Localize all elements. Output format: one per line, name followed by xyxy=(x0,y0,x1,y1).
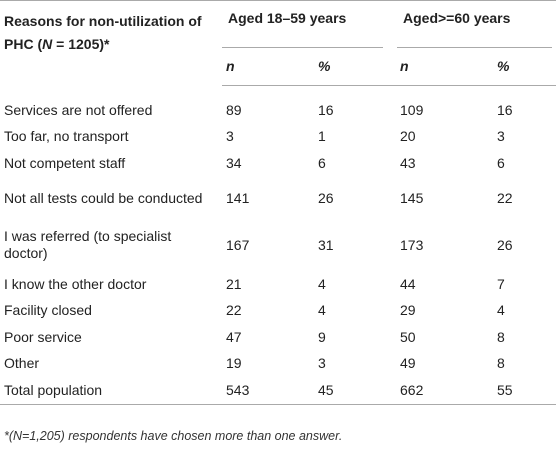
group-label: Aged 18–59 years xyxy=(222,10,383,48)
cell-value: 26 xyxy=(318,189,334,206)
title-text: Reasons for non-utilization of PHC ( xyxy=(4,13,202,52)
title-text: = 1205)* xyxy=(52,36,110,52)
cell-value: 662 xyxy=(400,381,424,398)
cell-value: 20 xyxy=(400,128,416,145)
footnote: *(N=1,205) respondents have chosen more … xyxy=(4,429,343,443)
cell-value: 34 xyxy=(226,154,242,171)
cell-value: 7 xyxy=(497,275,505,292)
cell-value: 89 xyxy=(226,102,242,119)
cell-value: 4 xyxy=(318,275,326,292)
cell-value: 26 xyxy=(497,236,513,253)
table-body: Services are not offered 89 16 109 16 Too far… xyxy=(0,86,556,405)
cell-value: 173 xyxy=(400,236,424,253)
subheader: n xyxy=(222,48,314,86)
row-label: I was referred (to specialist doctor) xyxy=(4,228,172,261)
table-row: Too far, no transport 3 1 20 3 xyxy=(0,124,556,151)
row-label: Not all tests could be conducted xyxy=(4,189,203,206)
cell-value: 3 xyxy=(318,355,326,372)
cell-value: 4 xyxy=(318,302,326,319)
row-label: I know the other doctor xyxy=(4,275,147,292)
table-row: Not competent staff 34 6 43 6 xyxy=(0,150,556,177)
cell-value: 3 xyxy=(497,128,505,145)
table-row: Other 19 3 49 8 xyxy=(0,351,556,378)
row-label: Facility closed xyxy=(4,302,92,319)
cell-value: 22 xyxy=(497,189,513,206)
group-header: Aged 18–59 years xyxy=(222,1,396,48)
cell-value: 3 xyxy=(226,128,234,145)
table-row: Not all tests could be conducted 141 26 145… xyxy=(0,177,556,220)
cell-value: 43 xyxy=(400,154,416,171)
row-label: Poor service xyxy=(4,328,82,345)
row-label: Services are not offered xyxy=(4,102,153,118)
cell-value: 50 xyxy=(400,328,416,345)
cell-value: 19 xyxy=(226,355,242,372)
cell-value: 9 xyxy=(318,328,326,345)
cell-value: 8 xyxy=(497,355,505,372)
cell-value: 4 xyxy=(497,302,505,319)
cell-value: 141 xyxy=(226,189,250,206)
cell-value: 145 xyxy=(400,189,424,206)
cell-value: 47 xyxy=(226,328,242,345)
table-row: Total population 543 45 662 55 xyxy=(0,377,556,404)
row-label: Other xyxy=(4,355,40,372)
cell-value: 16 xyxy=(318,102,334,119)
subheader: % xyxy=(314,48,396,86)
cell-value: 44 xyxy=(400,275,416,292)
row-label: Not competent staff xyxy=(4,154,126,171)
cell-value: 22 xyxy=(226,302,242,319)
subheader: % xyxy=(493,48,556,86)
column-title: Reasons for non-utilization of PHC (N = … xyxy=(0,1,222,86)
cell-value: 109 xyxy=(400,102,424,119)
cell-value: 21 xyxy=(226,275,242,292)
cell-value: 6 xyxy=(497,154,505,171)
table-row: Poor service 47 9 50 8 xyxy=(0,324,556,351)
cell-value: 8 xyxy=(497,328,505,345)
title-text: N xyxy=(42,36,53,52)
cell-value: 167 xyxy=(226,236,250,253)
group-header: Aged>=60 years xyxy=(396,1,556,48)
cell-value: 543 xyxy=(226,381,250,398)
cell-value: 31 xyxy=(318,236,334,253)
table-row: Services are not offered 89 16 109 16 xyxy=(0,86,556,124)
cell-value: 16 xyxy=(497,102,513,119)
table-row: I know the other doctor 21 4 44 7 xyxy=(0,271,556,298)
cell-value: 1 xyxy=(318,128,326,145)
table-row: Facility closed 22 4 29 4 xyxy=(0,298,556,325)
cell-value: 55 xyxy=(497,381,513,398)
table-row: I was referred (to specialist doctor) 167… xyxy=(0,220,556,271)
row-label: Total population xyxy=(4,381,103,398)
cell-value: 29 xyxy=(400,302,416,319)
cell-value: 45 xyxy=(318,381,334,398)
subheader: n xyxy=(396,48,493,86)
data-table: Reasons for non-utilization of PHC (N = … xyxy=(0,0,556,405)
row-label: Too far, no transport xyxy=(4,128,129,145)
cell-value: 49 xyxy=(400,355,416,372)
cell-value: 6 xyxy=(318,154,326,171)
group-label: Aged>=60 years xyxy=(397,10,552,48)
